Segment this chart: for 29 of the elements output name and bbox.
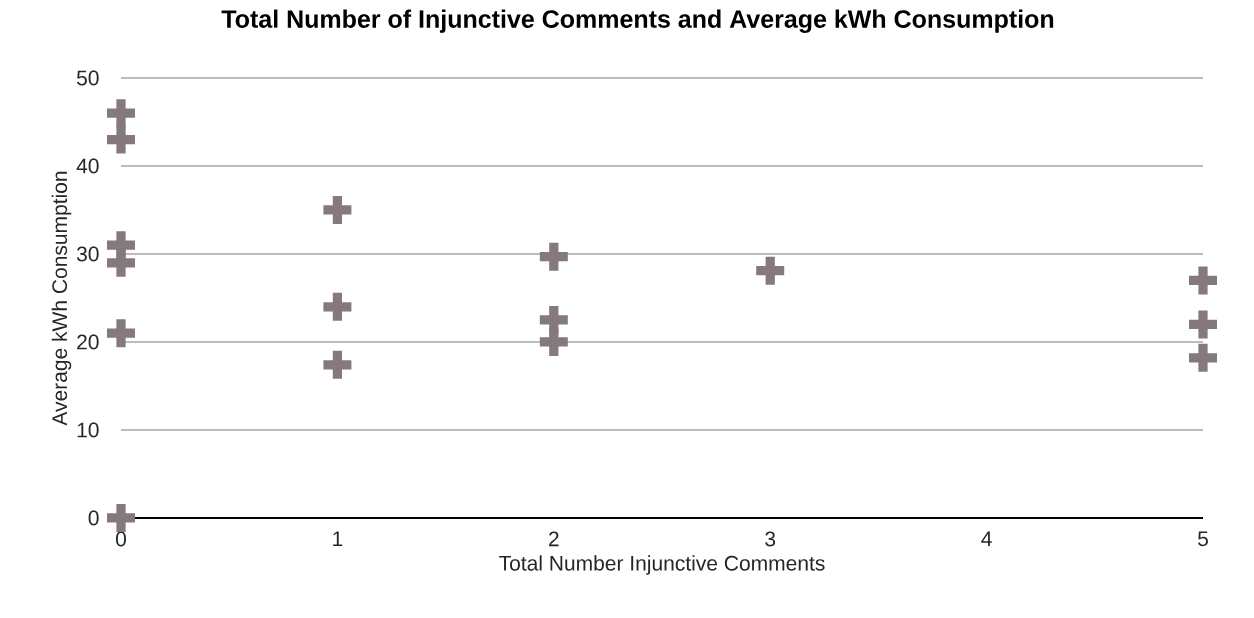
x-tick-label: 5 <box>1198 531 1208 547</box>
point <box>1189 266 1217 295</box>
y-tick-label: 0 <box>88 510 99 526</box>
y-tick-label: 20 <box>77 334 99 350</box>
point <box>107 125 136 154</box>
y-tick-label: 30 <box>76 246 99 262</box>
y-tick-label: 40 <box>76 158 99 174</box>
point <box>107 503 136 532</box>
x-tick-label: 2 <box>549 531 559 547</box>
point <box>1189 310 1217 339</box>
point <box>323 195 352 224</box>
x-tick-label: 1 <box>333 531 343 546</box>
x-tick-label: 0 <box>115 531 127 547</box>
point <box>1189 343 1217 372</box>
y-tick-label: 50 <box>76 70 99 86</box>
y-axis-title: Average kWh Consumption <box>51 171 72 426</box>
chart-title: Total Number of Injunctive Comments and Average kWh Consumption <box>221 9 1054 33</box>
point <box>539 242 568 271</box>
point <box>107 248 136 277</box>
point <box>323 292 352 321</box>
point <box>756 256 785 285</box>
x-tick-label: 3 <box>765 531 776 547</box>
point <box>539 327 568 356</box>
point <box>107 99 136 128</box>
point <box>107 319 136 348</box>
y-tick-label: 10 <box>77 422 99 438</box>
x-axis-title: Total Number Injunctive Comments <box>499 555 825 575</box>
point <box>323 350 352 379</box>
x-tick-label: 4 <box>981 531 992 546</box>
